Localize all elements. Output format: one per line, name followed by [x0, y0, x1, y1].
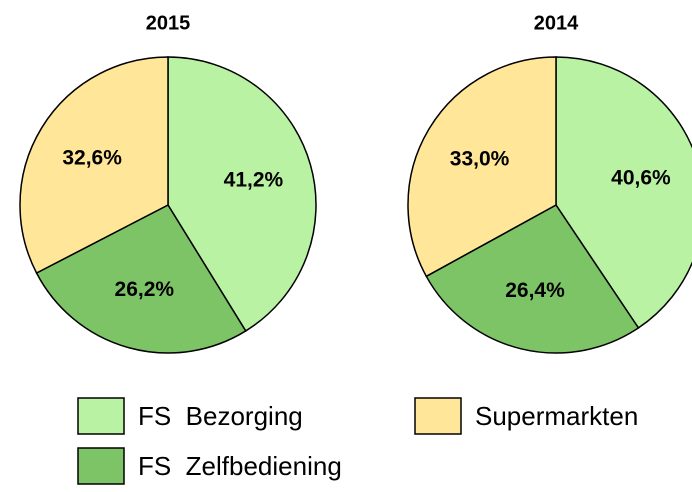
chart-title: 2014: [534, 12, 579, 34]
pie-slice: [35, 204, 247, 354]
data-label: 26,4%: [505, 279, 565, 302]
data-label: 26,2%: [115, 278, 175, 301]
legend-swatch: [77, 447, 125, 485]
legend-label: Supermarkten: [475, 401, 638, 431]
data-label: 40,6%: [611, 167, 671, 190]
legend-label: FS Bezorging: [138, 401, 303, 431]
pie-slice: [167, 56, 317, 332]
pie-slice: [425, 204, 640, 354]
legend-label: FS Zelfbediening: [138, 451, 342, 481]
data-label: 33,0%: [450, 147, 510, 170]
pie-slice: [19, 56, 169, 275]
legend-swatch: [77, 397, 125, 435]
data-label: 32,6%: [62, 146, 122, 169]
pie-slice: [555, 56, 692, 329]
chart-title: 2015: [146, 12, 191, 34]
pie-slice: [407, 56, 557, 278]
legend-swatch: [414, 397, 462, 435]
data-label: 41,2%: [224, 168, 284, 191]
